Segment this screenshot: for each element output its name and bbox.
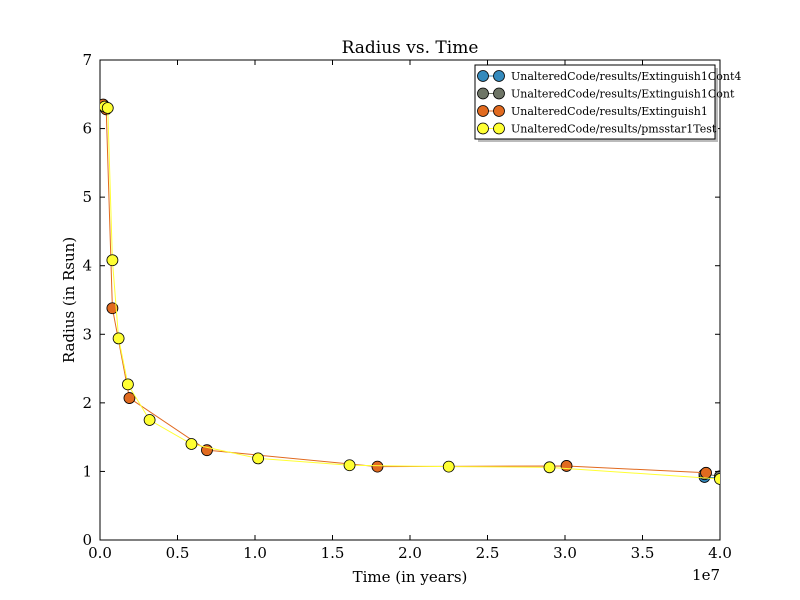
y-tick-label: 1	[82, 462, 92, 480]
legend-label: UnalteredCode/results/Extinguish1Cont	[511, 88, 735, 101]
data-point	[143, 414, 156, 426]
legend-label: UnalteredCode/results/pmsstar1Test	[511, 123, 717, 136]
legend-marker	[477, 122, 489, 135]
data-point	[106, 302, 119, 315]
data-point	[343, 459, 356, 472]
legend-marker	[493, 122, 505, 135]
data-point	[371, 460, 384, 473]
y-tick-label: 3	[82, 325, 92, 343]
y-axis-label: Radius (in Rsun)	[60, 237, 78, 363]
data-point	[201, 444, 213, 457]
x-axis-offset-label: 1e7	[692, 566, 720, 584]
x-tick-label: 2.5	[476, 544, 500, 562]
x-tick-label: 1.0	[243, 544, 267, 562]
x-tick-label: 2.0	[398, 544, 422, 562]
data-point	[543, 461, 556, 474]
legend-entry: UnalteredCode/results/Extinguish1Cont	[477, 87, 735, 101]
legend-marker	[477, 70, 489, 82]
legend-marker	[477, 87, 489, 100]
data-point	[185, 438, 198, 450]
x-tick-label: 3.5	[631, 544, 655, 562]
data-point	[122, 378, 134, 391]
chart-title: Radius vs. Time	[342, 38, 479, 58]
legend-marker	[493, 105, 505, 117]
y-axis-ticks: 0 1 2 3 4 5 6 7	[82, 51, 720, 549]
legend-entry: UnalteredCode/results/pmsstar1Test	[477, 122, 717, 136]
series-layer	[100, 98, 720, 485]
y-tick-label: 2	[82, 394, 92, 412]
data-point	[101, 102, 114, 114]
y-tick-label: 6	[82, 120, 92, 138]
x-tick-label: 0.0	[88, 544, 112, 562]
y-tick-label: 5	[82, 188, 92, 206]
data-point	[442, 460, 455, 473]
legend-box	[474, 64, 716, 140]
x-tick-label: 4.0	[708, 544, 732, 562]
legend-marker	[493, 70, 505, 82]
legend-label: UnalteredCode/results/Extinguish1	[511, 105, 708, 118]
data-point	[112, 332, 125, 345]
x-tick-label: 3.0	[553, 544, 577, 562]
series-line	[102, 104, 707, 474]
series-line	[104, 106, 720, 480]
legend-label: UnalteredCode/results/Extinguish1Cont4	[511, 70, 741, 83]
data-point	[714, 473, 720, 485]
legend: UnalteredCode/results/Extinguish1Cont4 Un…	[474, 64, 741, 142]
y-tick-label: 0	[82, 531, 92, 549]
legend-marker	[477, 105, 489, 117]
data-point	[252, 452, 265, 465]
x-axis-ticks: 0.0 0.5 1.0 1.5 2.0 2.5 3.0 3.5 4.0	[88, 60, 732, 562]
legend-entry: UnalteredCode/results/Extinguish1	[477, 105, 708, 118]
data-point	[560, 460, 573, 472]
y-tick-label: 4	[82, 257, 92, 275]
series-3	[100, 100, 720, 485]
data-point	[106, 254, 119, 267]
x-axis-label: Time (in years)	[353, 568, 468, 586]
x-tick-label: 1.5	[321, 544, 345, 562]
legend-entry: UnalteredCode/results/Extinguish1Cont4	[477, 70, 741, 83]
data-point	[123, 392, 136, 404]
legend-marker	[493, 87, 505, 100]
y-tick-label: 7	[82, 51, 92, 69]
data-point	[700, 466, 712, 479]
x-tick-label: 0.5	[166, 544, 190, 562]
